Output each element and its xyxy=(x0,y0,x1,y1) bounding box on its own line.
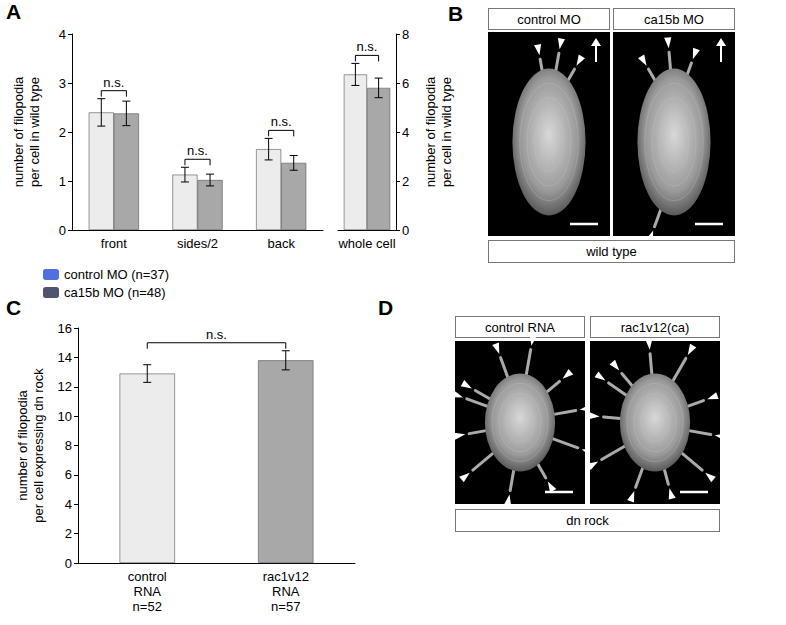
svg-text:per cell in wild type: per cell in wild type xyxy=(439,77,454,187)
svg-text:number of filopodia: number of filopodia xyxy=(15,389,30,500)
svg-text:6: 6 xyxy=(402,76,409,91)
svg-text:ca15b MO: ca15b MO xyxy=(644,12,704,27)
svg-text:ca15b MO (n=48): ca15b MO (n=48) xyxy=(64,285,166,300)
svg-text:4: 4 xyxy=(59,27,66,42)
svg-text:RNA: RNA xyxy=(272,584,300,599)
svg-text:2: 2 xyxy=(65,526,72,541)
svg-text:n.s.: n.s. xyxy=(357,39,378,54)
svg-text:n.s.: n.s. xyxy=(103,75,124,90)
svg-text:back: back xyxy=(267,236,295,251)
svg-text:per cell expressing dn rock: per cell expressing dn rock xyxy=(31,368,46,523)
svg-text:n.s.: n.s. xyxy=(271,114,292,129)
svg-text:front: front xyxy=(101,236,127,251)
svg-text:control MO: control MO xyxy=(517,12,581,27)
svg-text:number of filopodia: number of filopodia xyxy=(423,76,438,187)
svg-text:8: 8 xyxy=(65,438,72,453)
svg-text:rac1v12(ca): rac1v12(ca) xyxy=(621,320,690,335)
svg-text:2: 2 xyxy=(402,174,409,189)
svg-text:sides/2: sides/2 xyxy=(177,236,218,251)
svg-text:14: 14 xyxy=(58,350,72,365)
svg-text:0: 0 xyxy=(402,223,409,238)
svg-text:number of filopodia: number of filopodia xyxy=(11,76,26,187)
svg-text:3: 3 xyxy=(59,76,66,91)
svg-text:n.s.: n.s. xyxy=(187,143,208,158)
svg-text:per cell in wild type: per cell in wild type xyxy=(27,77,42,187)
svg-text:0: 0 xyxy=(65,556,72,571)
svg-text:6: 6 xyxy=(65,467,72,482)
svg-text:control RNA: control RNA xyxy=(485,320,555,335)
svg-text:4: 4 xyxy=(65,497,72,512)
svg-text:4: 4 xyxy=(402,125,409,140)
html-text:B: B xyxy=(448,2,464,25)
svg-text:rac1v12: rac1v12 xyxy=(263,569,309,584)
svg-text:wild type: wild type xyxy=(585,244,637,259)
svg-text:n.s.: n.s. xyxy=(206,327,227,342)
svg-text:dn rock: dn rock xyxy=(566,513,609,528)
svg-text:whole cell: whole cell xyxy=(337,236,395,251)
svg-text:16: 16 xyxy=(58,321,72,336)
svg-text:8: 8 xyxy=(402,27,409,42)
svg-text:10: 10 xyxy=(58,409,72,424)
svg-text:control MO (n=37): control MO (n=37) xyxy=(64,267,169,282)
svg-text:control: control xyxy=(128,569,167,584)
html-text:C: C xyxy=(6,296,22,319)
svg-text:n=57: n=57 xyxy=(271,599,300,614)
svg-text:12: 12 xyxy=(58,379,72,394)
svg-text:2: 2 xyxy=(59,125,66,140)
html-text:D: D xyxy=(378,296,394,319)
svg-text:1: 1 xyxy=(59,174,66,189)
svg-text:0: 0 xyxy=(59,223,66,238)
svg-text:n=52: n=52 xyxy=(133,599,162,614)
html-text:A: A xyxy=(6,0,22,23)
svg-text:RNA: RNA xyxy=(134,584,162,599)
